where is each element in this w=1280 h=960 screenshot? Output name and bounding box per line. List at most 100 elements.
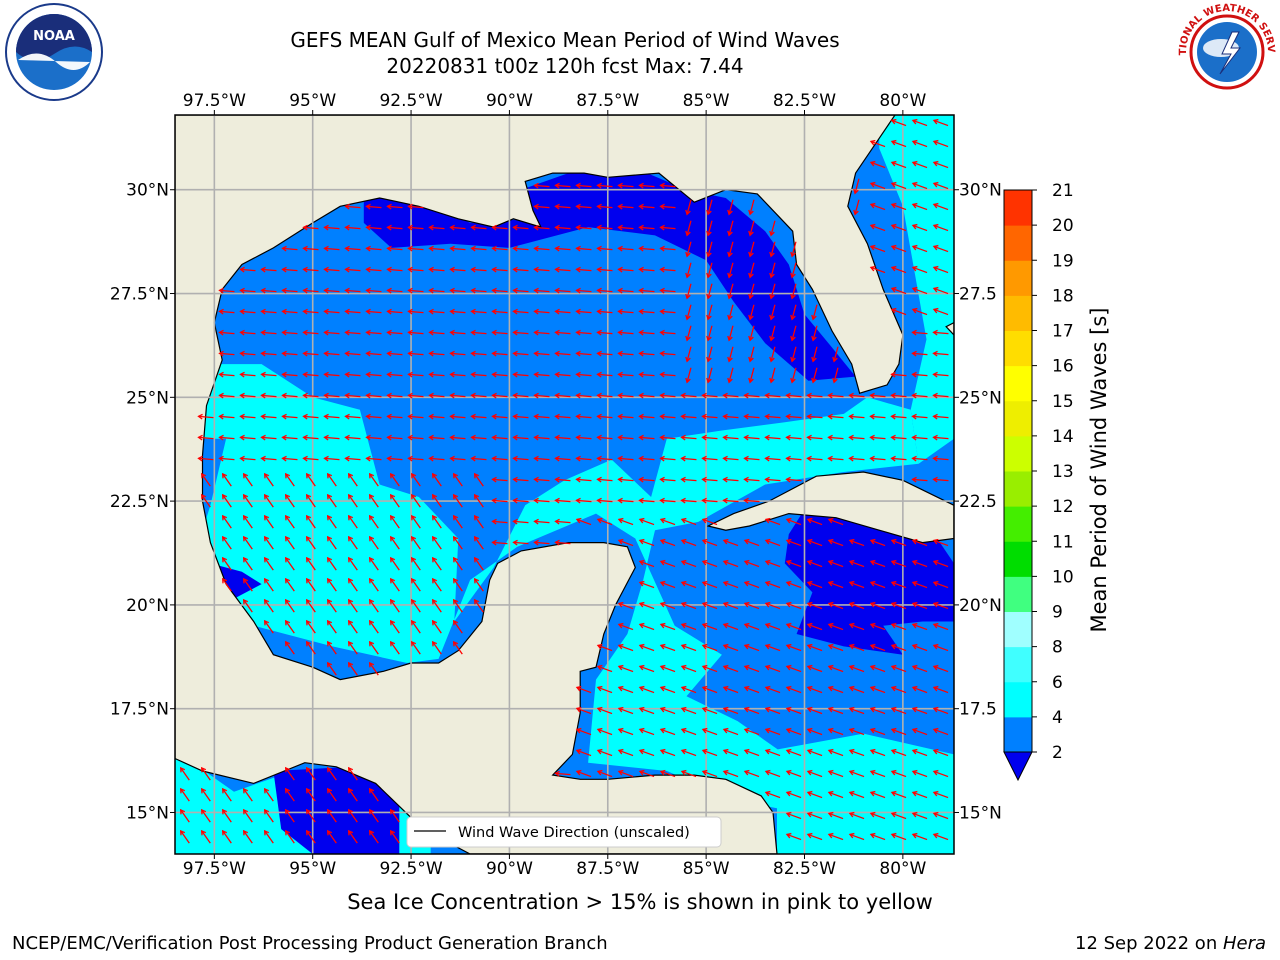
wave-arrow bbox=[555, 310, 571, 314]
wave-arrow bbox=[686, 367, 692, 383]
wave-arrow-head bbox=[685, 251, 691, 258]
wave-arrow bbox=[492, 520, 508, 524]
wave-arrow-head bbox=[386, 266, 392, 273]
wave-arrow bbox=[765, 728, 781, 736]
wave-arrow bbox=[891, 728, 907, 736]
wave-arrow bbox=[576, 352, 592, 356]
wave-arrow-head bbox=[347, 808, 354, 815]
wave-arrow-head bbox=[638, 769, 645, 776]
wave-arrow-head bbox=[260, 266, 266, 273]
wave-arrow-head bbox=[242, 598, 249, 605]
wave-arrow bbox=[891, 707, 907, 715]
wave-arrow bbox=[306, 641, 316, 655]
wave-arrow-head bbox=[722, 664, 729, 671]
wave-arrow-head bbox=[743, 769, 750, 776]
wave-arrow-head bbox=[449, 371, 455, 378]
wave-arrow bbox=[348, 662, 358, 676]
wave-arrow bbox=[324, 415, 340, 419]
wave-arrow bbox=[345, 373, 361, 377]
wave-arrow-head bbox=[890, 434, 896, 441]
wave-arrow-head bbox=[260, 350, 266, 357]
wave-arrow-head bbox=[638, 706, 645, 713]
wave-arrow-head bbox=[659, 476, 665, 483]
wave-arrow-head bbox=[239, 392, 245, 399]
wave-arrow bbox=[327, 809, 337, 823]
wave-arrow-head bbox=[727, 356, 733, 363]
wave-arrow bbox=[282, 457, 298, 461]
wave-arrow-head bbox=[685, 272, 691, 279]
wave-arrow bbox=[933, 308, 949, 316]
wave-arrow bbox=[723, 394, 739, 398]
wave-arrow-head bbox=[827, 517, 834, 524]
wave-arrow-head bbox=[263, 535, 270, 542]
wave-arrow bbox=[770, 283, 776, 299]
wave-arrow-head bbox=[748, 230, 754, 237]
wave-arrow bbox=[471, 226, 487, 230]
wave-arrow-head bbox=[890, 580, 897, 587]
wave-arrow bbox=[597, 499, 613, 503]
wave-arrow-head bbox=[701, 476, 707, 483]
wave-arrow-head bbox=[533, 350, 539, 357]
wave-arrow bbox=[471, 415, 487, 419]
wave-arrow bbox=[201, 788, 211, 802]
wave-arrow-head bbox=[911, 476, 917, 483]
wave-arrow-head bbox=[743, 664, 750, 671]
wave-arrow-head bbox=[347, 472, 354, 479]
wave-arrow bbox=[432, 641, 442, 655]
wave-arrow bbox=[891, 770, 907, 778]
wave-arrow bbox=[180, 809, 190, 823]
wave-arrow bbox=[807, 518, 823, 526]
wave-arrow bbox=[828, 623, 844, 631]
wave-arrow-head bbox=[659, 434, 665, 441]
wave-arrow bbox=[639, 623, 655, 631]
wave-arrow bbox=[933, 728, 949, 736]
wave-arrow bbox=[264, 809, 274, 823]
wave-arrow-head bbox=[365, 350, 371, 357]
wave-arrow-head bbox=[386, 455, 392, 462]
wave-arrow-head bbox=[680, 538, 687, 545]
wave-arrow bbox=[807, 581, 823, 589]
wave-arrow-head bbox=[743, 580, 750, 587]
wave-arrow bbox=[303, 226, 319, 230]
wave-arrow-head bbox=[869, 455, 875, 462]
wave-arrow-head bbox=[554, 434, 560, 441]
wave-arrow-head bbox=[473, 535, 480, 542]
wave-arrow bbox=[749, 304, 755, 320]
wave-arrow-head bbox=[428, 350, 434, 357]
wave-arrow bbox=[471, 394, 487, 398]
land-cuba bbox=[706, 471, 954, 544]
wave-arrow-head bbox=[869, 832, 876, 839]
wave-arrow bbox=[639, 289, 655, 293]
wave-arrow bbox=[765, 707, 781, 715]
wave-arrow bbox=[681, 602, 697, 610]
wave-arrow-head bbox=[722, 769, 729, 776]
wave-arrow bbox=[891, 833, 907, 841]
wave-arrow bbox=[429, 436, 445, 440]
wave-arrow-head bbox=[638, 476, 644, 483]
wave-arrow-head bbox=[790, 335, 796, 342]
wave-arrow-head bbox=[470, 287, 476, 294]
wave-arrow-head bbox=[638, 287, 644, 294]
wave-arrow bbox=[912, 581, 928, 589]
wave-arrow-head bbox=[431, 556, 438, 563]
wave-arrow bbox=[723, 665, 739, 673]
wave-arrow-head bbox=[869, 769, 876, 776]
wave-arrow bbox=[429, 457, 445, 461]
wave-arrow bbox=[576, 686, 592, 694]
wave-arrow-head bbox=[790, 356, 796, 363]
wave-arrow bbox=[366, 394, 382, 398]
wave-arrow bbox=[807, 394, 823, 398]
wave-arrow-head bbox=[218, 392, 224, 399]
wave-arrow bbox=[243, 515, 253, 529]
wave-arrow bbox=[408, 247, 424, 251]
wave-arrow-head bbox=[239, 434, 245, 441]
wave-arrow-head bbox=[305, 514, 312, 521]
wave-arrow-head bbox=[764, 769, 771, 776]
wave-arrow-head bbox=[554, 476, 560, 483]
wave-arrow-head bbox=[932, 706, 939, 713]
wave-arrow-head bbox=[764, 622, 771, 629]
colorbar-extend bbox=[1003, 751, 1033, 782]
wave-arrow-head bbox=[722, 559, 729, 566]
wave-arrow-head bbox=[368, 598, 375, 605]
wave-arrow bbox=[576, 499, 592, 503]
